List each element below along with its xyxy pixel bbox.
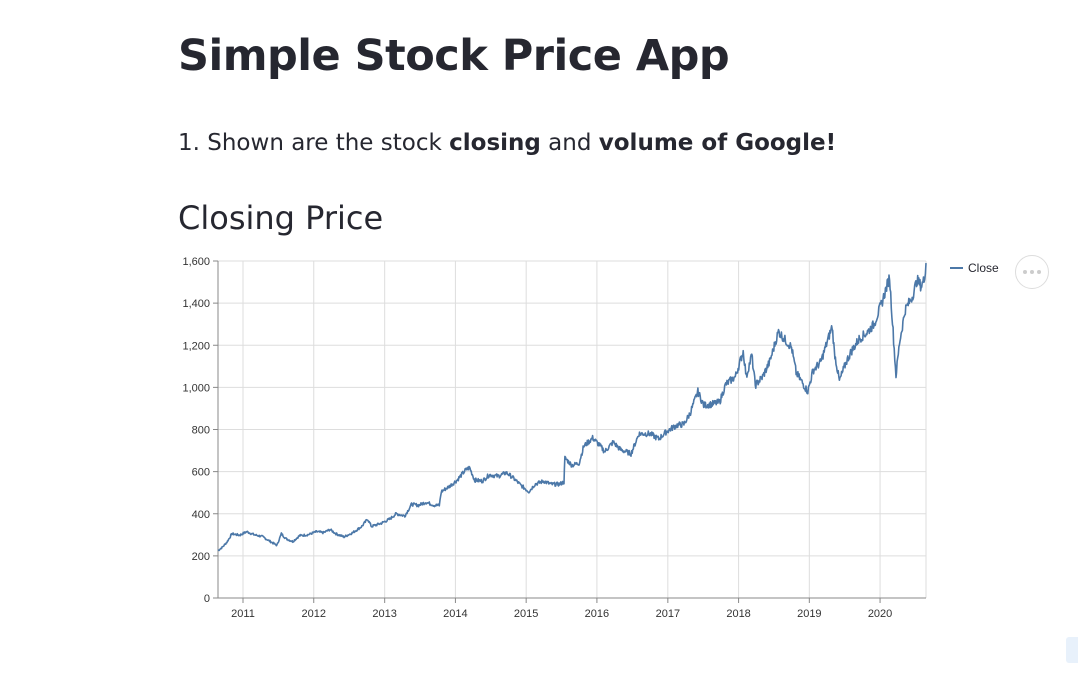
side-toggle-tab[interactable]: [1066, 637, 1078, 663]
x-tick-label: 2016: [585, 608, 609, 620]
x-tick-label: 2019: [797, 608, 821, 620]
chart-gridlines: [218, 260, 927, 599]
chart-plot-area: [217, 263, 927, 552]
intro-middle: and: [540, 130, 599, 156]
intro-text: 1. Shown are the stock closing and volum…: [178, 130, 836, 156]
x-tick-label: 2012: [302, 608, 326, 620]
intro-prefix: 1. Shown are the stock: [178, 130, 450, 156]
intro-bold-volume: volume of Google!: [598, 130, 837, 156]
y-tick-label: 200: [192, 551, 210, 563]
legend-label-close: Close: [968, 261, 999, 275]
y-tick-label: 0: [204, 593, 210, 605]
chart-axes: 0 200 400 600 800 1,000 1,200 1,400 1,600 2011 201…: [182, 256, 926, 620]
closing-price-chart[interactable]: 0 200 400 600 800 1,000 1,200 1,400 1,600 2011 201…: [168, 248, 1078, 638]
chart-actions-button[interactable]: [1015, 255, 1049, 289]
series-line-close: [217, 263, 927, 552]
x-tick-label: 2011: [231, 608, 255, 620]
closing-price-subheader: Closing Price: [178, 199, 384, 237]
y-tick-label: 600: [192, 467, 210, 479]
y-tick-label: 1,400: [182, 298, 210, 310]
page-title: Simple Stock Price App: [178, 31, 730, 81]
chart-legend[interactable]: Close: [950, 261, 999, 275]
y-tick-label: 400: [192, 509, 210, 521]
x-tick-label: 2015: [514, 608, 538, 620]
x-tick-label: 2014: [443, 608, 467, 620]
intro-bold-closing: closing: [449, 130, 541, 156]
x-tick-label: 2018: [726, 608, 750, 620]
chart-svg[interactable]: 0 200 400 600 800 1,000 1,200 1,400 1,600 2011 201…: [168, 248, 1078, 638]
x-tick-label: 2013: [372, 608, 396, 620]
ellipsis-icon: [1023, 270, 1027, 274]
y-tick-label: 1,600: [182, 256, 210, 268]
x-tick-label: 2017: [656, 608, 680, 620]
ellipsis-icon: [1037, 270, 1041, 274]
ellipsis-icon: [1030, 270, 1034, 274]
y-tick-label: 800: [192, 425, 210, 437]
y-tick-label: 1,200: [182, 340, 210, 352]
y-tick-label: 1,000: [182, 382, 210, 394]
x-tick-label: 2020: [868, 608, 892, 620]
